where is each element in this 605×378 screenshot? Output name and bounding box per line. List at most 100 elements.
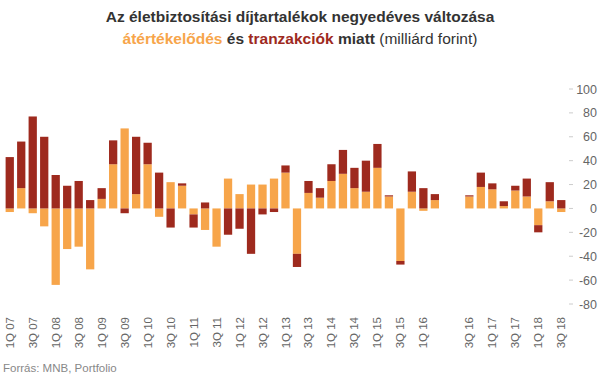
bar-segment xyxy=(327,181,335,208)
bar-segment xyxy=(155,173,163,209)
x-tick-label: 1Q 16 xyxy=(417,317,429,348)
y-tick-label: 20 xyxy=(583,178,597,192)
y-tick-label: 100 xyxy=(576,83,597,97)
bar-segment xyxy=(350,168,358,188)
x-tick-label: 3Q 13 xyxy=(302,317,314,348)
bar-segment xyxy=(523,197,531,209)
y-tick-label: 40 xyxy=(583,154,597,168)
bar-segment xyxy=(339,174,347,209)
bar-segment xyxy=(304,193,312,209)
subtitle-text: és xyxy=(222,30,248,47)
bar-segment xyxy=(488,183,496,189)
bar-segment xyxy=(316,198,324,209)
bar-segment xyxy=(408,171,416,191)
bar-segment xyxy=(17,188,25,208)
bar-segment xyxy=(132,194,140,208)
bar-segment xyxy=(488,189,496,208)
bar-segment xyxy=(247,185,255,209)
x-tick-label: 1Q 13 xyxy=(280,317,292,348)
y-tick-label: 0 xyxy=(590,202,597,216)
bar-segment xyxy=(534,225,542,232)
tick-mark xyxy=(569,280,573,281)
bar-segment xyxy=(477,173,485,187)
bar-segment xyxy=(316,188,324,198)
bar-segment xyxy=(304,181,312,193)
bar-segment xyxy=(6,157,14,208)
bar-segment xyxy=(350,188,358,208)
x-tick-label: 1Q 10 xyxy=(142,317,154,348)
x-tick-label: 1Q 11 xyxy=(188,317,200,347)
title: Az életbiztosítási díjtartalékok negyedé… xyxy=(106,8,495,25)
bar-segment xyxy=(293,208,301,253)
x-tick-label: 1Q 17 xyxy=(486,317,498,348)
bar-segment xyxy=(52,175,60,208)
bar-segment xyxy=(17,142,25,189)
x-tick-label: 3Q 12 xyxy=(257,317,269,348)
y-tick-label: -80 xyxy=(579,298,597,312)
bar-segment xyxy=(546,201,554,208)
y-tick-label: -40 xyxy=(579,250,597,264)
bar-segment xyxy=(373,168,381,209)
bar-segment xyxy=(408,192,416,209)
bar-segment xyxy=(477,187,485,209)
bar-segment xyxy=(235,208,243,228)
source: Forrás: MNB, Portfolio xyxy=(3,362,117,374)
bar-segment xyxy=(98,199,106,209)
bar-segment xyxy=(143,143,151,165)
bar-segment xyxy=(557,208,565,212)
x-tick-label: 1Q 07 xyxy=(4,317,16,348)
x-tick-label: 1Q 18 xyxy=(532,317,544,348)
bar-segment xyxy=(224,179,232,209)
bar-segment xyxy=(86,200,94,208)
bar-segment xyxy=(281,165,289,172)
bar-segment xyxy=(29,116,37,208)
y-tick-label: 80 xyxy=(583,106,597,120)
bar-segment xyxy=(121,208,129,213)
bar-segment xyxy=(201,208,209,230)
x-tick-label: 3Q 07 xyxy=(27,317,39,348)
bar-segment xyxy=(362,192,370,209)
bar-segment xyxy=(465,195,473,196)
subtitle-text: (milliárd forint) xyxy=(379,30,477,47)
bar-segment xyxy=(270,179,278,209)
bar-segment xyxy=(52,208,60,284)
y-tick-label: -20 xyxy=(579,226,597,240)
bar-segment xyxy=(40,137,48,209)
bar-segment xyxy=(258,185,266,209)
x-tick-label: 1Q 09 xyxy=(96,317,108,348)
x-tick-label: 1Q 14 xyxy=(325,316,337,348)
bar-segment xyxy=(247,208,255,253)
x-tick-label: 1Q 12 xyxy=(234,317,246,348)
bar-segment xyxy=(523,179,531,197)
bar-segment xyxy=(212,208,220,209)
x-tick-label: 3Q 15 xyxy=(394,317,406,348)
x-tick-label: 3Q 11 xyxy=(211,317,223,347)
bar-segment xyxy=(166,182,174,208)
subtitle-text: miatt xyxy=(334,30,380,47)
bar-segment xyxy=(258,208,266,214)
bar-segment xyxy=(396,208,404,261)
bar-segment xyxy=(86,208,94,269)
bar-segment xyxy=(546,182,554,201)
y-tick-label: 60 xyxy=(583,130,597,144)
bar-segment xyxy=(63,186,71,209)
tick-mark xyxy=(569,112,573,113)
bar-segment xyxy=(500,201,508,206)
bar-segment xyxy=(178,186,186,209)
bar-segment xyxy=(385,197,393,209)
legend-entry: tranzakciók xyxy=(248,30,334,47)
bar-segment xyxy=(132,137,140,194)
x-tick-label: 3Q 18 xyxy=(555,317,567,348)
bar-segment xyxy=(166,208,174,227)
bar-segment xyxy=(339,150,347,174)
bar-segment xyxy=(511,186,519,191)
chart: Az életbiztosítási díjtartalékok negyedé… xyxy=(0,0,605,378)
bar-segment xyxy=(419,188,427,208)
x-tick-label: 3Q 10 xyxy=(165,317,177,348)
bar-segment xyxy=(362,161,370,192)
bar-segment xyxy=(385,195,393,196)
bar-segment xyxy=(293,254,301,267)
bar-segment xyxy=(327,164,335,181)
y-tick-label: -60 xyxy=(579,274,597,288)
bar-segment xyxy=(201,202,209,208)
